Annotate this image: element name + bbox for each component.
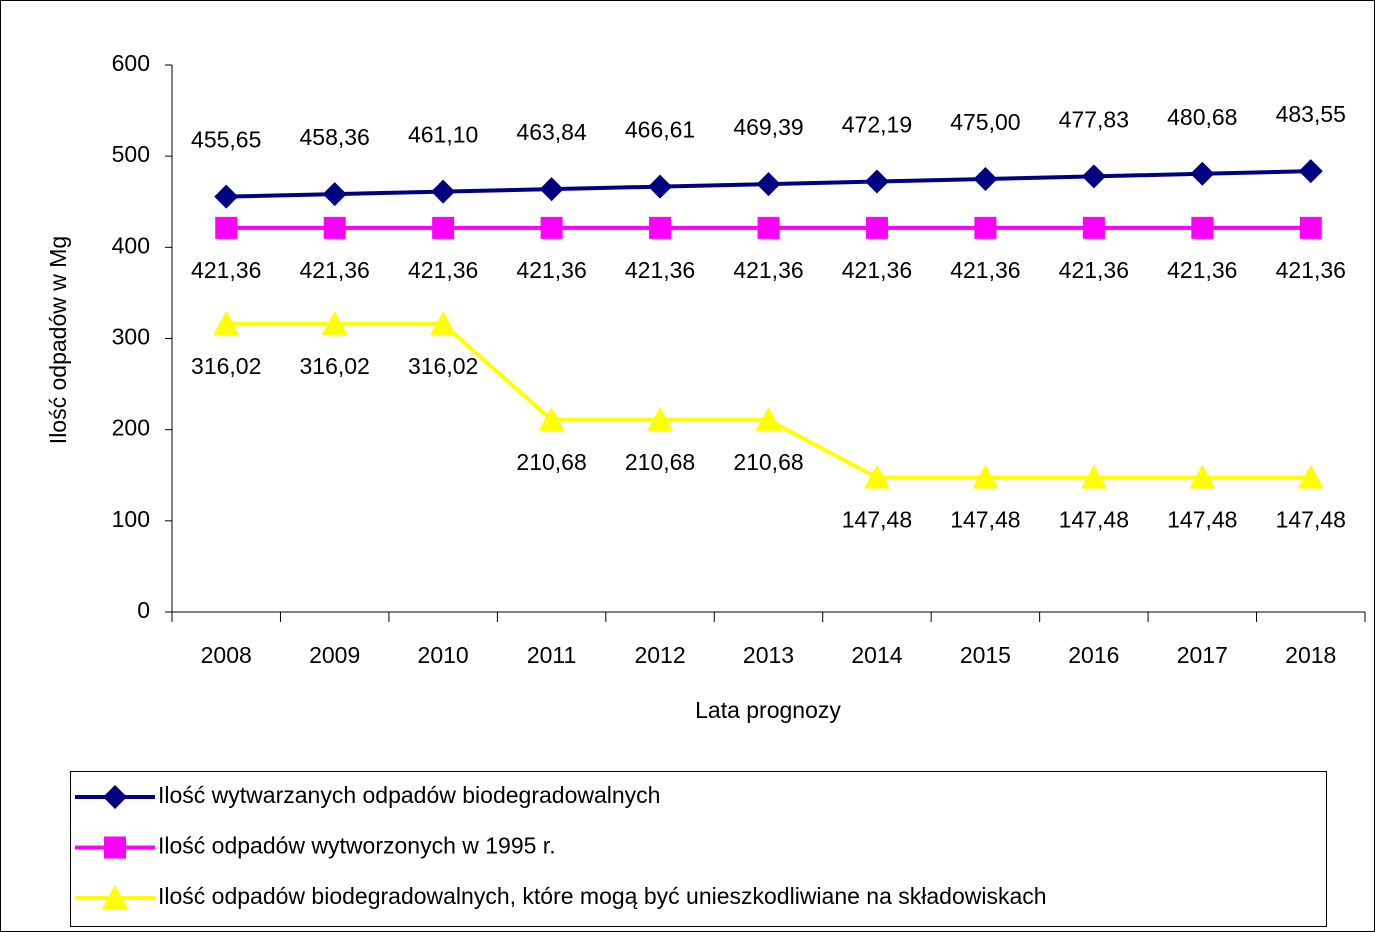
data-label: 421,36 bbox=[1167, 257, 1237, 283]
marker bbox=[1080, 464, 1107, 489]
marker bbox=[430, 310, 457, 335]
marker bbox=[321, 310, 348, 335]
marker bbox=[974, 216, 997, 239]
marker bbox=[1190, 161, 1215, 186]
data-label: 477,83 bbox=[1059, 106, 1129, 132]
marker bbox=[1191, 216, 1214, 239]
marker bbox=[1297, 464, 1324, 489]
x-tick-label: 2008 bbox=[201, 642, 252, 668]
data-label: 147,48 bbox=[842, 507, 912, 533]
data-label: 316,02 bbox=[191, 353, 261, 379]
marker bbox=[539, 177, 564, 202]
data-label: 421,36 bbox=[300, 257, 370, 283]
x-tick-label: 2011 bbox=[527, 642, 576, 668]
marker bbox=[757, 216, 780, 239]
data-label: 421,36 bbox=[625, 257, 695, 283]
x-axis-title: Lata prognozy bbox=[695, 697, 841, 723]
marker bbox=[1298, 159, 1323, 184]
data-label: 480,68 bbox=[1167, 104, 1237, 130]
data-label: 147,48 bbox=[1167, 507, 1237, 533]
marker bbox=[215, 216, 238, 239]
data-label: 316,02 bbox=[300, 353, 370, 379]
y-tick-label: 500 bbox=[112, 141, 150, 167]
y-axis-title: Ilość odpadów w Mg bbox=[45, 236, 71, 444]
x-tick-label: 2012 bbox=[634, 642, 685, 668]
marker bbox=[431, 179, 456, 204]
y-tick-label: 100 bbox=[112, 506, 150, 532]
marker bbox=[538, 406, 565, 431]
x-tick-label: 2016 bbox=[1068, 642, 1119, 668]
legend-label: Ilość odpadów wytworzonych w 1995 r. bbox=[158, 833, 556, 859]
marker bbox=[972, 464, 999, 489]
marker bbox=[432, 216, 455, 239]
y-tick-label: 600 bbox=[112, 50, 150, 76]
marker bbox=[755, 406, 782, 431]
marker bbox=[102, 885, 128, 909]
marker bbox=[649, 216, 672, 239]
data-label: 466,61 bbox=[625, 117, 695, 143]
marker bbox=[1081, 164, 1106, 189]
marker bbox=[648, 174, 673, 199]
marker bbox=[104, 836, 126, 859]
y-tick-label: 200 bbox=[112, 415, 150, 441]
data-label: 421,36 bbox=[733, 257, 803, 283]
data-label: 421,36 bbox=[408, 257, 478, 283]
y-tick-label: 300 bbox=[112, 324, 150, 350]
data-label: 475,00 bbox=[950, 109, 1020, 135]
marker bbox=[863, 464, 890, 489]
data-label: 147,48 bbox=[950, 507, 1020, 533]
marker bbox=[540, 216, 563, 239]
data-label: 421,36 bbox=[1059, 257, 1129, 283]
y-tick-label: 0 bbox=[137, 597, 150, 623]
legend-label: Ilość odpadów biodegradowalnych, które m… bbox=[158, 883, 1047, 909]
data-label: 463,84 bbox=[516, 119, 587, 145]
data-label: 210,68 bbox=[625, 449, 695, 475]
marker bbox=[323, 216, 346, 239]
data-label: 472,19 bbox=[842, 112, 912, 138]
data-label: 421,36 bbox=[950, 257, 1020, 283]
x-tick-label: 2013 bbox=[743, 642, 794, 668]
data-label: 458,36 bbox=[300, 124, 370, 150]
marker bbox=[322, 182, 347, 207]
marker bbox=[1299, 216, 1322, 239]
data-label: 421,36 bbox=[516, 257, 586, 283]
legend-box bbox=[70, 771, 1327, 927]
data-label: 455,65 bbox=[191, 127, 261, 153]
data-label: 147,48 bbox=[1276, 507, 1346, 533]
x-tick-label: 2010 bbox=[418, 642, 469, 668]
marker bbox=[103, 785, 127, 809]
data-label: 210,68 bbox=[516, 449, 586, 475]
data-label: 210,68 bbox=[733, 449, 803, 475]
x-tick-label: 2018 bbox=[1285, 642, 1336, 668]
data-label: 421,36 bbox=[191, 257, 261, 283]
data-label: 461,10 bbox=[408, 122, 478, 148]
data-label: 147,48 bbox=[1059, 507, 1129, 533]
data-label: 483,55 bbox=[1276, 101, 1346, 127]
marker bbox=[1082, 216, 1105, 239]
data-label: 469,39 bbox=[733, 114, 803, 140]
marker bbox=[864, 169, 889, 194]
x-tick-label: 2017 bbox=[1177, 642, 1228, 668]
x-tick-label: 2015 bbox=[960, 642, 1011, 668]
marker bbox=[214, 184, 239, 209]
data-label: 421,36 bbox=[1276, 257, 1346, 283]
marker bbox=[647, 406, 674, 431]
data-label: 421,36 bbox=[842, 257, 912, 283]
marker bbox=[973, 166, 998, 191]
marker bbox=[756, 172, 781, 197]
data-label: 316,02 bbox=[408, 353, 478, 379]
marker bbox=[865, 216, 888, 239]
x-tick-label: 2009 bbox=[309, 642, 360, 668]
legend-label: Ilość wytwarzanych odpadów biodegradowal… bbox=[158, 782, 660, 808]
y-tick-label: 400 bbox=[112, 232, 150, 258]
marker bbox=[213, 310, 240, 335]
marker bbox=[1189, 464, 1216, 489]
x-tick-label: 2014 bbox=[851, 642, 902, 668]
